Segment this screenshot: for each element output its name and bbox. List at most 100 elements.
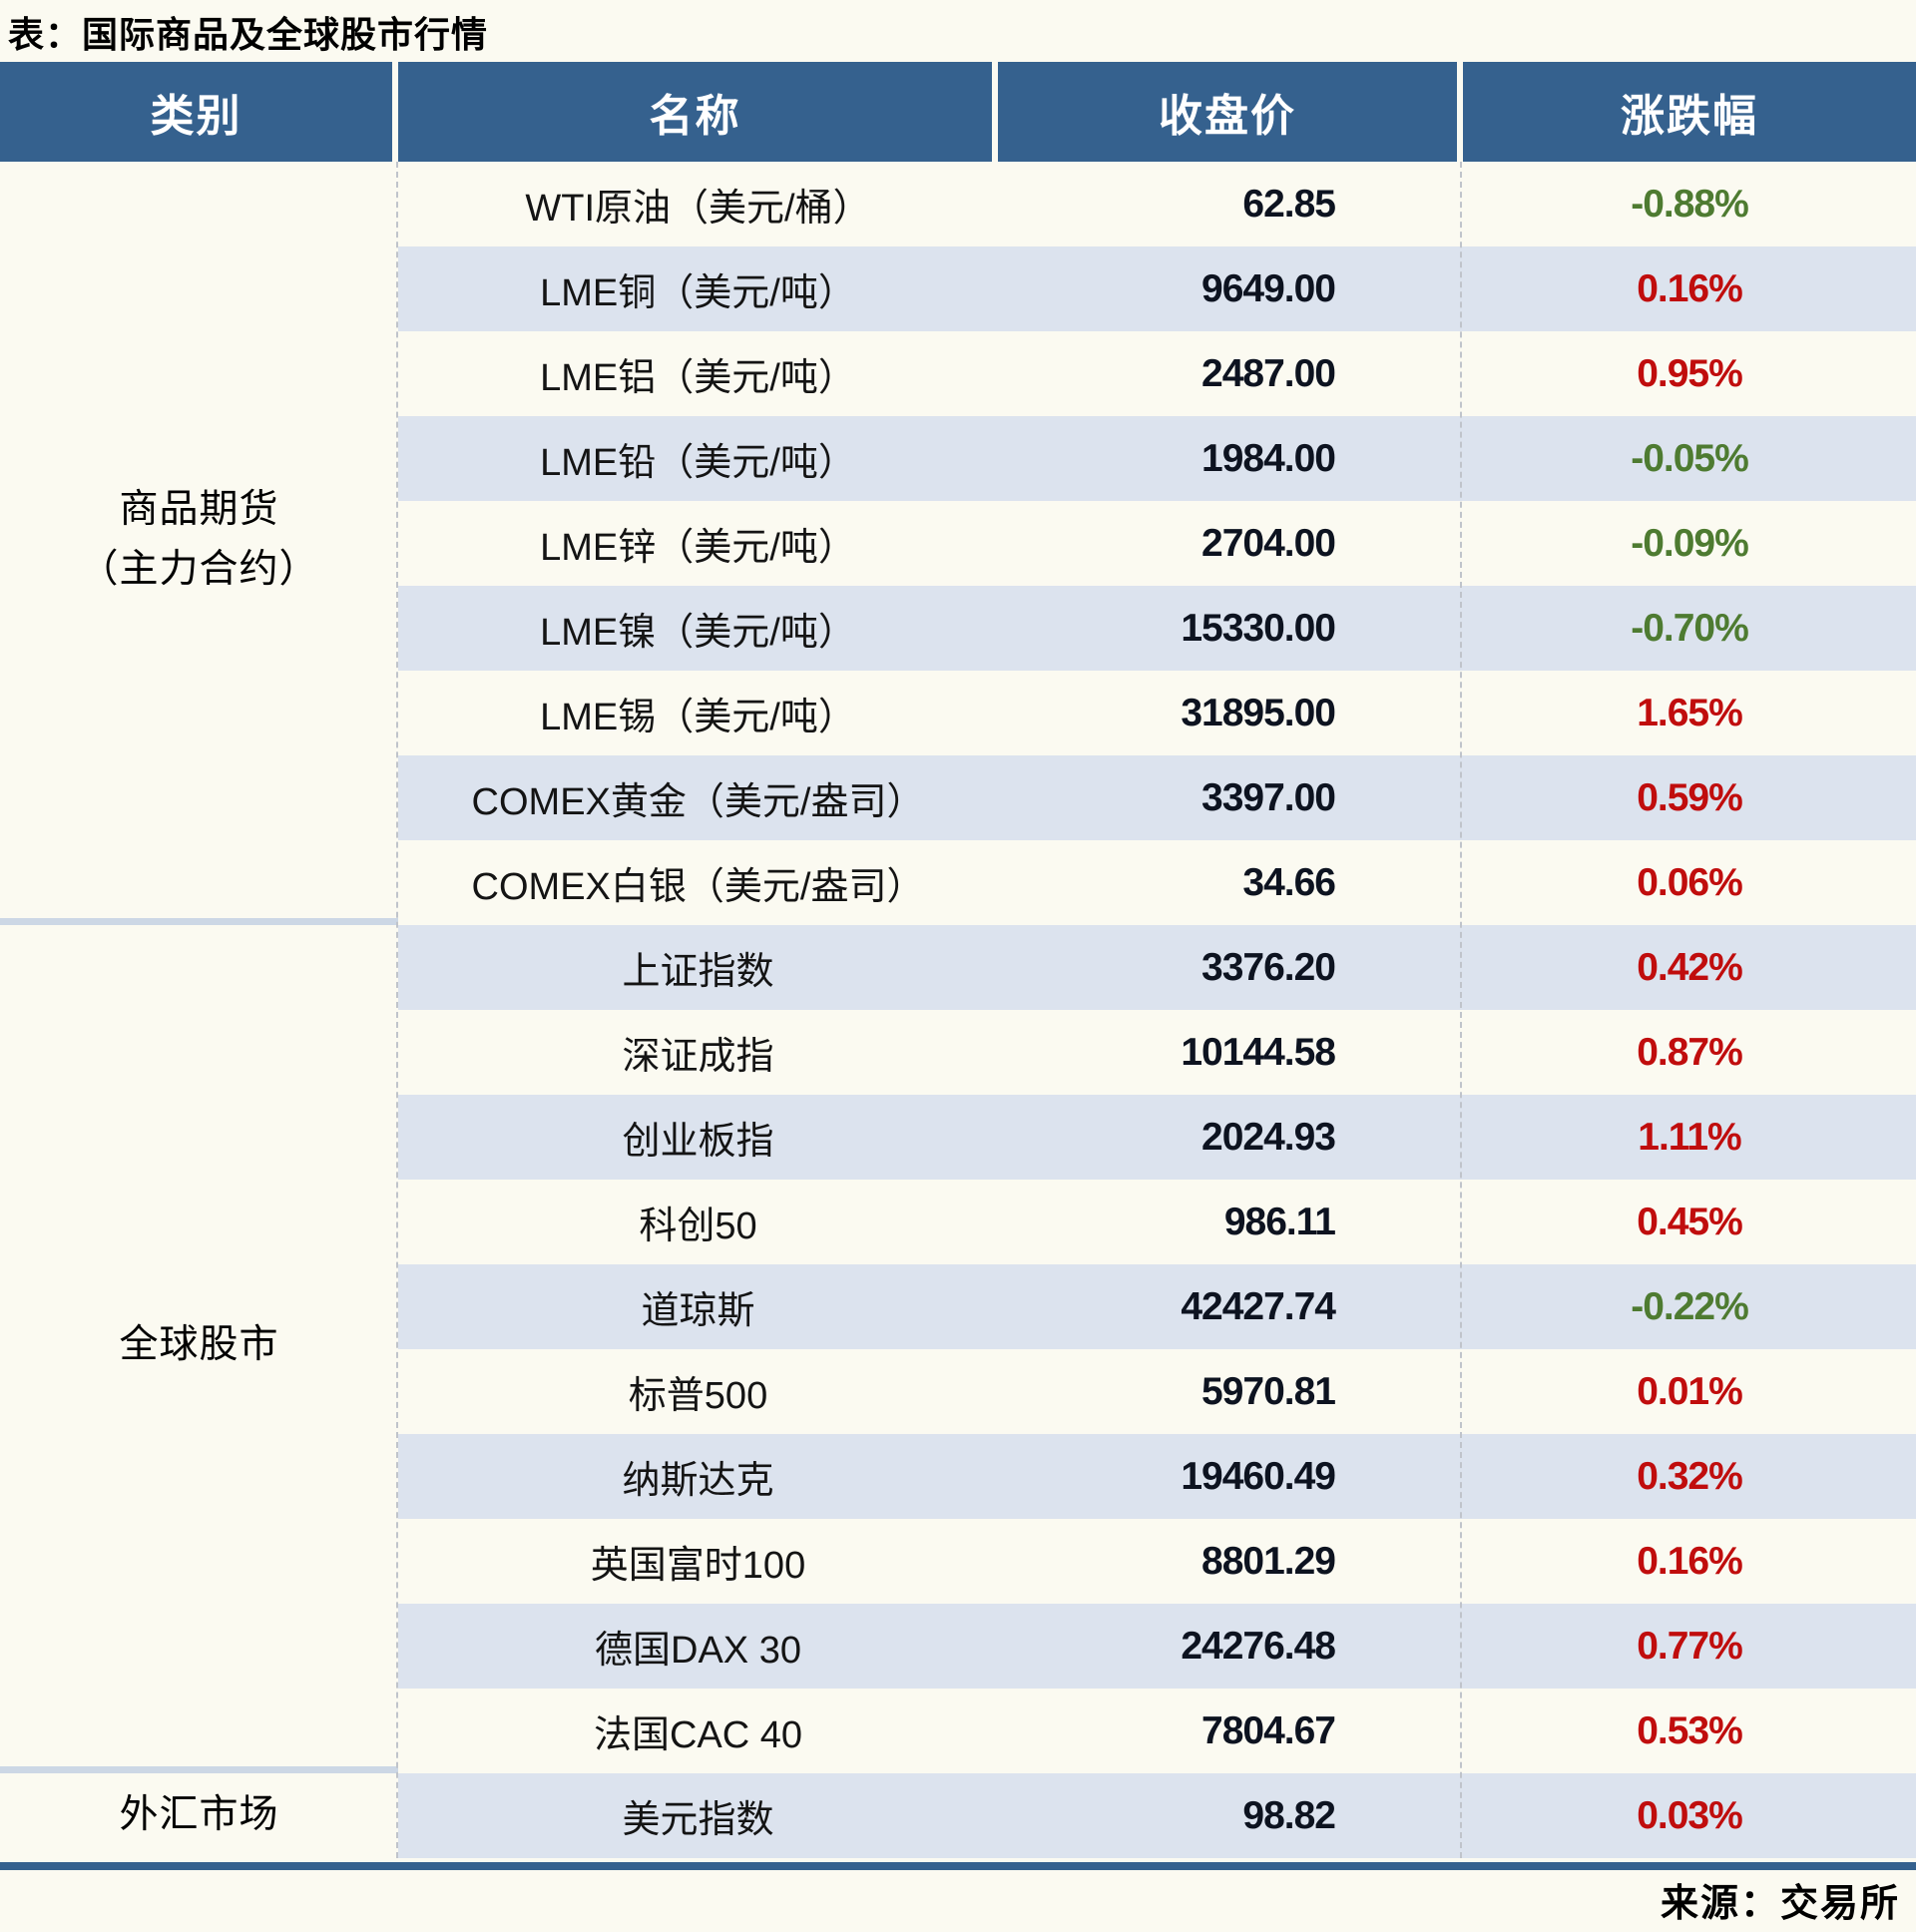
instrument-name: LME锡（美元/吨） <box>540 697 856 738</box>
instrument-name: 道琼斯 <box>641 1290 755 1332</box>
table-title: 表：国际商品及全球股市行情 <box>8 14 489 55</box>
instrument-name: WTI原油（美元/桶） <box>525 188 871 230</box>
instrument-name: LME铜（美元/吨） <box>540 272 856 314</box>
instrument-name: LME铅（美元/吨） <box>540 442 856 484</box>
header-close-price: 收盘价 <box>998 62 1463 162</box>
instrument-name: 美元指数 <box>622 1799 774 1841</box>
table-bottom-rule <box>0 1862 1916 1870</box>
table-row: LME镍（美元/吨） 15330.00 -0.70% <box>398 586 1916 671</box>
instrument-name: 德国DAX 30 <box>595 1630 801 1672</box>
change-percent: 0.06% <box>1637 860 1743 904</box>
table-row: 标普500 5970.81 0.01% <box>398 1349 1916 1434</box>
category-label-line: 外汇市场 <box>119 1793 279 1837</box>
category-cell: 全球股市 <box>0 925 398 1773</box>
header-change-pct: 涨跌幅 <box>1463 62 1916 162</box>
close-price: 10144.58 <box>1181 1030 1336 1074</box>
instrument-name: COMEX白银（美元/盎司） <box>471 866 925 908</box>
header-category: 类别 <box>0 62 398 162</box>
instrument-name: 深证成指 <box>622 1036 774 1078</box>
instrument-name: 法国CAC 40 <box>593 1714 803 1756</box>
table-row: LME锡（美元/吨） 31895.00 1.65% <box>398 671 1916 755</box>
table-row: LME锌（美元/吨） 2704.00 -0.09% <box>398 501 1916 586</box>
table-header-row: 类别 名称 收盘价 涨跌幅 <box>0 62 1916 162</box>
change-percent: -0.09% <box>1631 521 1749 565</box>
table-row: WTI原油（美元/桶） 62.85 -0.88% <box>398 162 1916 246</box>
table-body: 商品期货 （主力合约） 全球股市外汇市场 WTI原油（美元/桶） 62.85 -0.88… <box>0 162 1916 1858</box>
table-row: 道琼斯 42427.74 -0.22% <box>398 1264 1916 1349</box>
close-price: 3397.00 <box>1201 775 1336 819</box>
change-percent: -0.22% <box>1631 1284 1749 1328</box>
instrument-name: LME锌（美元/吨） <box>540 527 856 569</box>
header-name: 名称 <box>398 62 998 162</box>
change-percent: -0.70% <box>1631 606 1749 650</box>
change-percent: -0.88% <box>1631 182 1749 226</box>
change-percent: 0.16% <box>1637 266 1743 310</box>
change-percent: -0.05% <box>1631 436 1749 480</box>
table-row: COMEX黄金（美元/盎司） 3397.00 0.59% <box>398 755 1916 840</box>
change-percent: 0.77% <box>1637 1624 1743 1668</box>
close-price: 62.85 <box>1242 182 1336 226</box>
close-price: 7804.67 <box>1201 1708 1336 1752</box>
table-row: 上证指数 3376.20 0.42% <box>398 925 1916 1010</box>
instrument-name: 科创50 <box>639 1206 757 1247</box>
table-row: COMEX白银（美元/盎司） 34.66 0.06% <box>398 840 1916 925</box>
category-label-line: （主力合约） <box>79 548 319 591</box>
change-percent: 0.01% <box>1637 1369 1743 1413</box>
close-price: 15330.00 <box>1181 606 1336 650</box>
category-cell: 商品期货 （主力合约） <box>0 162 398 925</box>
instrument-name: LME铝（美元/吨） <box>540 357 856 399</box>
close-price: 1984.00 <box>1201 436 1336 480</box>
close-price: 98.82 <box>1242 1793 1336 1837</box>
change-percent: 0.95% <box>1637 351 1743 395</box>
change-percent: 1.65% <box>1637 691 1743 734</box>
close-price: 986.11 <box>1223 1200 1336 1243</box>
change-percent: 0.03% <box>1637 1793 1743 1837</box>
close-price: 19460.49 <box>1181 1454 1336 1498</box>
column-divider-change <box>1460 162 1462 1858</box>
table-row: 英国富时100 8801.29 0.16% <box>398 1519 1916 1604</box>
column-divider-category <box>396 162 398 1858</box>
table-row: 深证成指 10144.58 0.87% <box>398 1010 1916 1095</box>
table-row: 德国DAX 30 24276.48 0.77% <box>398 1604 1916 1689</box>
category-label-line: 全球股市 <box>119 1323 279 1367</box>
close-price: 2487.00 <box>1201 351 1336 395</box>
table-row: LME铅（美元/吨） 1984.00 -0.05% <box>398 416 1916 501</box>
change-percent: 0.32% <box>1637 1454 1743 1498</box>
close-price: 9649.00 <box>1201 266 1336 310</box>
instrument-name: 英国富时100 <box>590 1545 806 1587</box>
category-column: 商品期货 （主力合约） 全球股市外汇市场 <box>0 162 398 1858</box>
table-row: 美元指数 98.82 0.03% <box>398 1773 1916 1858</box>
table-row: 科创50 986.11 0.45% <box>398 1180 1916 1264</box>
close-price: 2024.93 <box>1201 1115 1336 1159</box>
instrument-name: 上证指数 <box>622 951 774 993</box>
change-percent: 0.87% <box>1637 1030 1743 1074</box>
close-price: 2704.00 <box>1201 521 1336 565</box>
source-label: 来源：交易所 <box>1660 1883 1900 1925</box>
change-percent: 0.45% <box>1637 1200 1743 1243</box>
close-price: 24276.48 <box>1181 1624 1336 1668</box>
instrument-name: COMEX黄金（美元/盎司） <box>471 781 925 823</box>
instrument-name: 标普500 <box>628 1375 768 1417</box>
instrument-name: 纳斯达克 <box>622 1460 774 1502</box>
close-price: 5970.81 <box>1201 1369 1336 1413</box>
close-price: 42427.74 <box>1181 1284 1336 1328</box>
table-row: LME铜（美元/吨） 9649.00 0.16% <box>398 246 1916 331</box>
close-price: 3376.20 <box>1201 945 1336 989</box>
close-price: 34.66 <box>1242 860 1336 904</box>
category-cell: 外汇市场 <box>0 1773 398 1858</box>
close-price: 31895.00 <box>1181 691 1336 734</box>
table-row: LME铝（美元/吨） 2487.00 0.95% <box>398 331 1916 416</box>
table-row: 法国CAC 40 7804.67 0.53% <box>398 1689 1916 1773</box>
close-price: 8801.29 <box>1201 1539 1336 1583</box>
instrument-name: LME镍（美元/吨） <box>540 612 856 654</box>
change-percent: 0.42% <box>1637 945 1743 989</box>
table-row: 创业板指 2024.93 1.11% <box>398 1095 1916 1180</box>
change-percent: 1.11% <box>1638 1115 1741 1159</box>
instrument-name: 创业板指 <box>622 1121 774 1163</box>
change-percent: 0.53% <box>1637 1708 1743 1752</box>
change-percent: 0.59% <box>1637 775 1743 819</box>
table-row: 纳斯达克 19460.49 0.32% <box>398 1434 1916 1519</box>
category-label-line: 商品期货 <box>119 487 279 531</box>
market-table: 类别 名称 收盘价 涨跌幅 商品期货 （主力合约） 全球股市外汇市场 WTI原油（美… <box>0 62 1916 1870</box>
change-percent: 0.16% <box>1637 1539 1743 1583</box>
